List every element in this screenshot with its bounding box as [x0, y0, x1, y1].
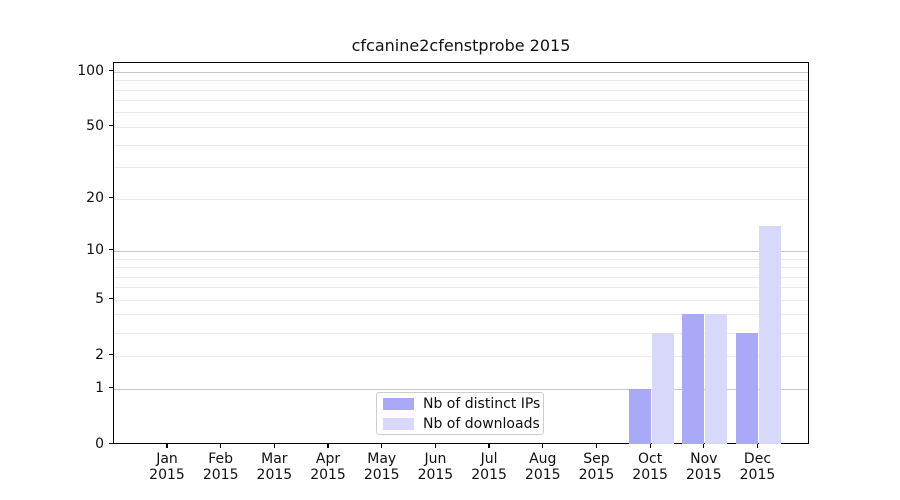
y-tick-label: 5 — [95, 290, 104, 307]
bar-downloads — [705, 314, 728, 445]
gridline-minor — [114, 167, 808, 169]
x-tick-year: 2015 — [524, 466, 561, 483]
gridline-major — [114, 250, 808, 252]
x-tick-mark — [703, 443, 705, 448]
gridline-major — [114, 71, 808, 73]
y-tick-label: 10 — [86, 241, 104, 258]
x-tick-mark — [434, 443, 436, 448]
y-tick-mark — [109, 125, 113, 127]
x-tick-year: 2015 — [471, 466, 507, 483]
x-tick-label: May 2015 — [352, 451, 412, 483]
legend-swatch-downloads — [383, 417, 414, 430]
x-tick-mark — [595, 443, 598, 448]
x-tick-year: 2015 — [417, 466, 454, 483]
y-tick-mark — [109, 298, 113, 300]
x-tick-label: Jan 2015 — [137, 451, 197, 483]
x-tick-label: Nov 2015 — [674, 451, 734, 483]
x-tick-mark — [166, 443, 168, 448]
gridline-minor — [114, 100, 808, 102]
x-tick-year: 2015 — [578, 466, 615, 483]
x-tick-label: Jun 2015 — [405, 451, 465, 483]
y-tick-mark — [109, 249, 113, 251]
gridline-minor — [114, 126, 808, 128]
x-tick-mark — [220, 443, 222, 448]
y-tick-label: 1 — [95, 379, 104, 396]
gridline-minor — [114, 112, 808, 114]
x-tick-mark — [381, 443, 383, 448]
y-tick-mark — [109, 70, 113, 72]
legend-swatch-distinct-ips — [383, 397, 414, 410]
x-tick-mark — [756, 443, 759, 448]
x-tick-mark — [273, 443, 275, 448]
x-tick-mark — [327, 443, 329, 448]
gridline-minor — [114, 287, 808, 289]
bar-distinct-ips — [735, 332, 758, 445]
legend-label-distinct-ips: Nb of distinct IPs — [423, 395, 541, 412]
y-tick-mark — [109, 386, 113, 389]
bar-downloads — [651, 332, 674, 445]
gridline-minor — [114, 198, 808, 200]
gridline-minor — [114, 144, 808, 146]
x-tick-label: Oct 2015 — [620, 451, 680, 483]
legend-label-downloads: Nb of downloads — [423, 415, 540, 432]
x-tick-label: Apr 2015 — [298, 451, 358, 483]
x-tick-mark — [649, 443, 651, 448]
y-tick-mark — [109, 354, 113, 356]
x-tick-year: 2015 — [685, 466, 722, 483]
gridline-minor — [114, 89, 808, 91]
x-tick-label: Dec 2015 — [727, 451, 787, 483]
y-tick-mark — [109, 196, 113, 199]
x-tick-mark — [488, 443, 490, 448]
gridline-minor — [114, 299, 808, 301]
plot-area — [113, 62, 809, 445]
y-tick-mark — [109, 442, 113, 445]
gridline-minor — [114, 332, 808, 334]
x-tick-year: 2015 — [202, 466, 239, 483]
bar-downloads — [758, 225, 781, 445]
bar-distinct-ips — [682, 314, 705, 445]
bar-distinct-ips — [628, 388, 651, 445]
gridline-minor — [114, 276, 808, 278]
x-tick-label: Mar 2015 — [244, 451, 304, 483]
legend-item-distinct-ips: Nb of distinct IPs — [383, 395, 541, 412]
x-tick-year: 2015 — [149, 466, 185, 483]
x-tick-label: Aug 2015 — [513, 451, 573, 483]
x-tick-label: Sep 2015 — [566, 451, 626, 483]
x-tick-year: 2015 — [363, 466, 400, 483]
x-tick-year: 2015 — [256, 466, 293, 483]
x-tick-year: 2015 — [632, 466, 668, 483]
gridline-major — [114, 388, 808, 390]
x-tick-year: 2015 — [310, 466, 346, 483]
y-tick-label: 100 — [77, 62, 104, 79]
y-tick-label: 20 — [86, 189, 104, 206]
x-tick-label: Feb 2015 — [191, 451, 251, 483]
gridline-minor — [114, 267, 808, 269]
y-tick-label: 2 — [95, 346, 104, 363]
y-tick-label: 50 — [86, 117, 104, 134]
chart-legend: Nb of distinct IPs Nb of downloads — [376, 392, 544, 435]
legend-item-downloads: Nb of downloads — [383, 415, 540, 432]
gridline-minor — [114, 80, 808, 82]
gridline-minor — [114, 314, 808, 316]
y-tick-label: 0 — [95, 435, 104, 452]
x-tick-label: Jul 2015 — [459, 451, 519, 483]
gridline-minor — [114, 355, 808, 357]
x-tick-mark — [542, 443, 544, 448]
x-tick-year: 2015 — [739, 466, 776, 483]
chart-title: cfcanine2cfenstprobe 2015 — [351, 36, 571, 55]
gridline-minor — [114, 258, 808, 260]
